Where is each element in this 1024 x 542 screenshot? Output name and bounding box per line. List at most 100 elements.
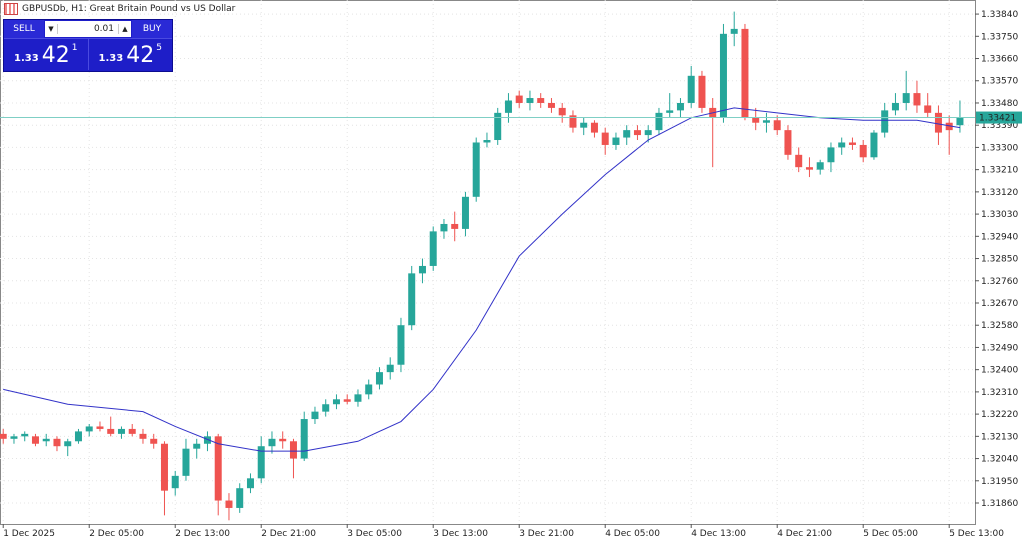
y-tick-label: 1.32580 xyxy=(981,321,1018,331)
price-big: 1.33 xyxy=(98,53,124,64)
candle-body xyxy=(945,122,953,131)
y-tick-label: 1.33840 xyxy=(981,10,1018,20)
candle-body xyxy=(268,438,276,447)
candle-body xyxy=(85,426,93,432)
candle-body xyxy=(612,137,620,145)
candle-body xyxy=(666,110,674,113)
candle-body xyxy=(504,100,512,113)
candle-body xyxy=(569,115,577,128)
candle-body xyxy=(526,98,534,103)
candle-body xyxy=(429,231,437,266)
buy-price[interactable]: 1.33 42 5 xyxy=(87,38,172,70)
volume-up[interactable]: ▲ xyxy=(122,25,128,33)
x-tick-label: 3 Dec 05:00 xyxy=(347,529,402,539)
candle-body xyxy=(644,130,652,136)
candle-body xyxy=(397,325,405,365)
x-tick-label: 4 Dec 05:00 xyxy=(605,529,660,539)
candle-body xyxy=(870,132,878,158)
candle-body xyxy=(848,142,856,145)
moving-average xyxy=(3,107,961,452)
candle-body xyxy=(590,122,598,133)
candle-body xyxy=(741,28,749,118)
candle-body xyxy=(827,147,835,163)
candle-body xyxy=(182,448,190,476)
candle-body xyxy=(472,142,480,197)
candle-body xyxy=(838,142,846,148)
candle-body xyxy=(719,33,727,118)
chart-header: GBPUSDb, H1: Great Britain Pound vs US D… xyxy=(0,0,235,18)
candle-body xyxy=(859,144,867,158)
candle-body xyxy=(547,102,555,108)
candle-body xyxy=(483,140,491,143)
sell-button[interactable]: SELL xyxy=(4,20,44,38)
y-tick-label: 1.32400 xyxy=(981,366,1018,376)
candle-body xyxy=(558,107,566,116)
volume-down[interactable]: ▼ xyxy=(48,25,54,33)
one-click-trading-panel: SELL ▼ 0.01 ▲ BUY 1.33 42 1 1.33 42 5 xyxy=(3,19,173,72)
candle-body xyxy=(300,419,308,459)
candle-body xyxy=(322,404,330,412)
candle-body xyxy=(537,98,545,103)
candle-body xyxy=(354,394,362,402)
x-tick-label: 1 Dec 2025 xyxy=(3,529,55,539)
candle-body xyxy=(805,167,813,170)
y-tick-label: 1.32040 xyxy=(981,455,1018,465)
candle-body xyxy=(580,122,588,128)
y-tick-label: 1.33570 xyxy=(981,77,1018,87)
current-price-label: 1.33421 xyxy=(979,114,1016,124)
candle-body xyxy=(117,428,125,434)
candle-body xyxy=(279,438,287,442)
candle-body xyxy=(784,130,792,155)
candle-body xyxy=(214,436,222,501)
candle-body xyxy=(236,488,244,508)
candle-body xyxy=(408,273,416,326)
candle-body xyxy=(225,500,233,508)
sell-price[interactable]: 1.33 42 1 xyxy=(4,38,88,70)
buy-button[interactable]: BUY xyxy=(132,20,172,38)
x-tick-label: 5 Dec 13:00 xyxy=(949,529,1004,539)
price-big: 1.33 xyxy=(14,53,39,64)
candle-body xyxy=(773,120,781,131)
candle-body xyxy=(913,93,921,106)
y-tick-label: 1.33120 xyxy=(981,188,1018,198)
y-tick-label: 1.32760 xyxy=(981,277,1018,287)
candle-body xyxy=(762,120,770,123)
candle-body xyxy=(687,75,695,103)
candle-body xyxy=(64,441,72,447)
candle-body xyxy=(902,93,910,103)
candle-body xyxy=(956,117,964,126)
candle-body xyxy=(193,443,201,449)
candle-body xyxy=(31,436,39,444)
price-point: 5 xyxy=(156,43,162,53)
panel-prices: 1.33 42 1 1.33 42 5 xyxy=(4,38,172,70)
volume-input[interactable]: 0.01 xyxy=(57,24,119,34)
plot-frame xyxy=(0,0,976,525)
y-tick-label: 1.33210 xyxy=(981,166,1018,176)
candle-body xyxy=(42,438,50,442)
candle-body xyxy=(257,446,265,479)
x-tick-label: 2 Dec 21:00 xyxy=(261,529,316,539)
candle-body xyxy=(365,384,373,395)
candle-body xyxy=(246,478,254,489)
x-tick-label: 3 Dec 13:00 xyxy=(433,529,488,539)
y-tick-label: 1.32130 xyxy=(981,432,1018,442)
candle-body xyxy=(343,399,351,402)
candle-body xyxy=(440,223,448,232)
candle-body xyxy=(171,475,179,489)
y-tick-label: 1.33300 xyxy=(981,143,1018,153)
candle-body xyxy=(128,428,136,434)
y-tick-label: 1.32850 xyxy=(981,255,1018,265)
candle-body xyxy=(139,433,147,439)
y-tick-label: 1.33390 xyxy=(981,121,1018,131)
x-tick-label: 2 Dec 05:00 xyxy=(89,529,144,539)
candle-body xyxy=(311,411,319,420)
y-tick-label: 1.33750 xyxy=(981,32,1018,42)
candle-body xyxy=(924,105,932,113)
candle-body xyxy=(795,154,803,168)
candle-body xyxy=(150,438,158,444)
candle-body xyxy=(934,112,942,133)
volume-box: ▼ 0.01 ▲ xyxy=(45,21,131,37)
candle-body xyxy=(623,130,631,138)
candle-body xyxy=(96,426,104,429)
